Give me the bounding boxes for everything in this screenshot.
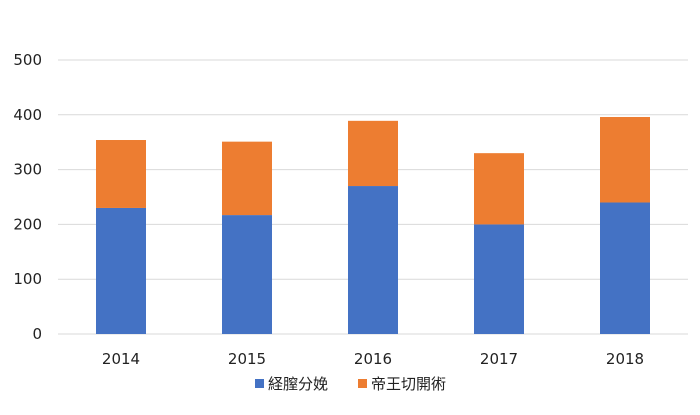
x-tick-label-2016: 2016 — [354, 350, 392, 368]
bar-2017-series-1 — [474, 224, 524, 334]
bar-2015-series-2 — [222, 141, 272, 216]
bar-2014-series-1 — [96, 207, 146, 334]
legend-label-1: 経膣分娩 — [268, 375, 328, 393]
bar-2016-series-1 — [348, 186, 398, 334]
x-tick-label-2015: 2015 — [228, 350, 266, 368]
bar-2017-series-2 — [474, 153, 524, 225]
x-tick-label-2017: 2017 — [480, 350, 518, 368]
bars — [96, 116, 650, 334]
legend-swatch-1 — [255, 379, 264, 388]
y-tick-label: 100 — [13, 270, 42, 288]
bar-2016-series-2 — [348, 120, 398, 187]
y-tick-label: 400 — [13, 106, 42, 124]
x-tick-label-2014: 2014 — [102, 350, 140, 368]
y-tick-label: 500 — [13, 51, 42, 69]
x-tick-label-2018: 2018 — [606, 350, 644, 368]
y-tick-label: 200 — [13, 215, 42, 233]
bar-2018-series-2 — [600, 116, 650, 203]
x-axis-tick-labels: 2014 2015 2016 2017 2018 — [102, 350, 644, 368]
bar-2018-series-1 — [600, 202, 650, 334]
bar-2014-series-2 — [96, 140, 146, 208]
y-tick-label: 300 — [13, 161, 42, 179]
legend: 経膣分娩 帝王切開術 — [255, 375, 446, 393]
y-axis-tick-labels: 0 100 200 300 400 500 — [13, 51, 42, 343]
y-tick-label: 0 — [32, 325, 42, 343]
bar-2015-series-1 — [222, 215, 272, 334]
legend-label-2: 帝王切開術 — [371, 375, 446, 393]
legend-swatch-2 — [358, 379, 367, 388]
